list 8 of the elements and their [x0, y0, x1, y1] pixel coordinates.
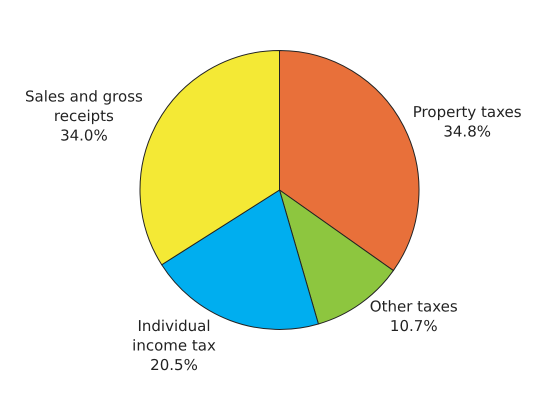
slice-label: Individual income tax [132, 316, 216, 354]
slice-label: Sales and gross receipts [24, 88, 144, 126]
data-label: 34.8% [443, 122, 491, 141]
slice-label: Property taxes [412, 103, 522, 122]
data-label: 10.7% [390, 316, 438, 335]
data-label: 34.0% [60, 126, 108, 145]
data-label: 20.5% [150, 356, 198, 374]
slice-label: Other taxes [370, 297, 458, 316]
